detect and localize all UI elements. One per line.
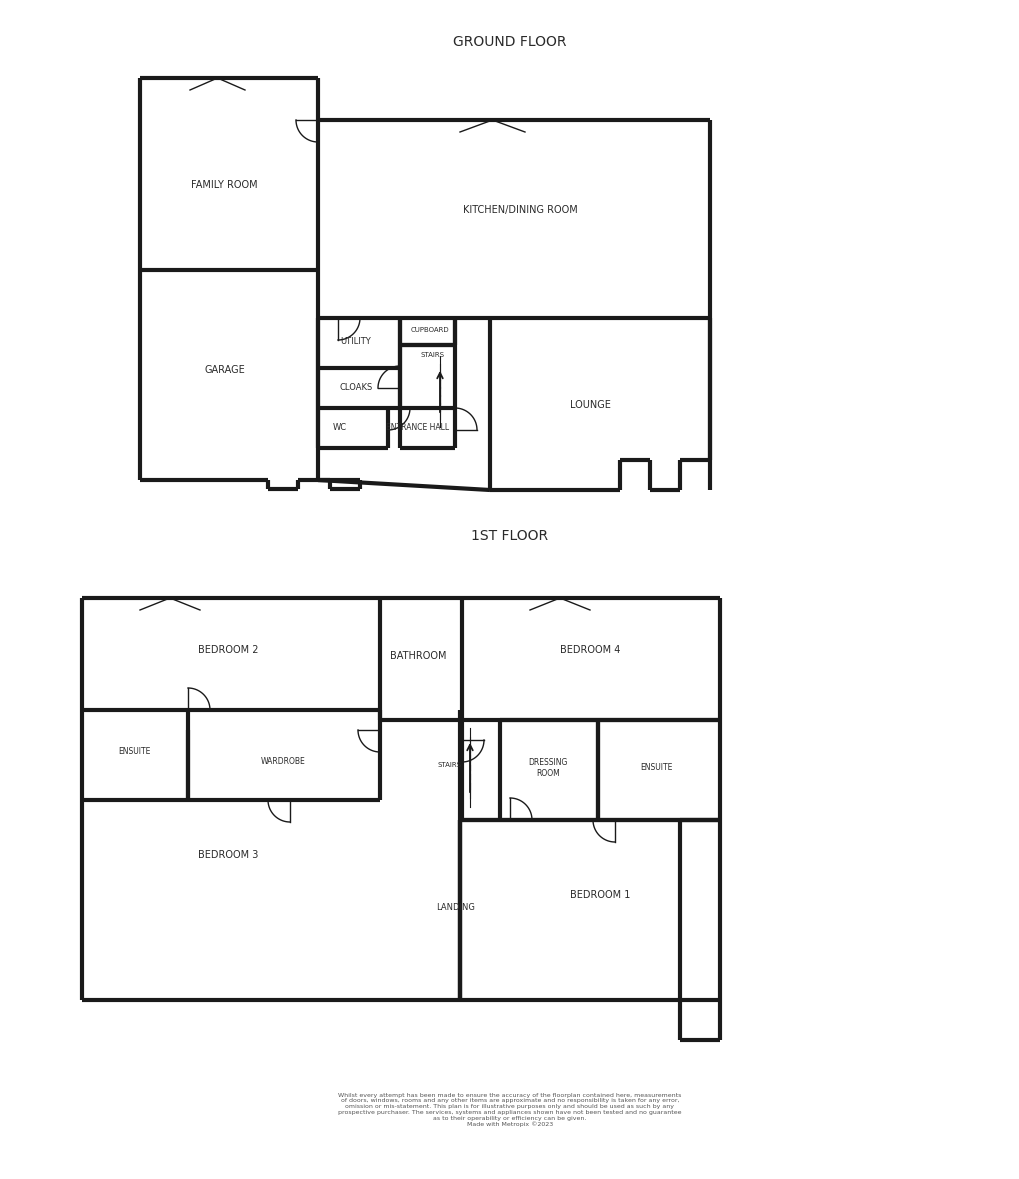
Text: Whilst every attempt has been made to ensure the accuracy of the floorplan conta: Whilst every attempt has been made to en… — [338, 1093, 681, 1127]
Text: KITCHEN/DINING ROOM: KITCHEN/DINING ROOM — [463, 205, 577, 215]
Text: GROUND FLOOR: GROUND FLOOR — [452, 35, 567, 50]
Text: 1ST FLOOR: 1ST FLOOR — [471, 529, 548, 544]
Text: FAMILY ROOM: FAMILY ROOM — [191, 180, 257, 190]
Text: ENSUITE: ENSUITE — [639, 764, 672, 772]
Text: BEDROOM 1: BEDROOM 1 — [570, 890, 630, 900]
Text: LOUNGE: LOUNGE — [569, 400, 609, 410]
Text: STAIRS: STAIRS — [437, 762, 462, 768]
Text: WARDROBE: WARDROBE — [261, 757, 305, 766]
Text: BATHROOM: BATHROOM — [389, 651, 446, 661]
Text: DRESSING
ROOM: DRESSING ROOM — [528, 758, 568, 778]
Text: LANDING: LANDING — [436, 903, 475, 913]
Text: BEDROOM 4: BEDROOM 4 — [559, 645, 620, 656]
Text: WC: WC — [332, 423, 346, 433]
Text: CLOAKS: CLOAKS — [339, 382, 372, 391]
Text: BEDROOM 2: BEDROOM 2 — [198, 645, 258, 656]
Text: BEDROOM 3: BEDROOM 3 — [198, 850, 258, 859]
Text: ENSUITE: ENSUITE — [118, 747, 150, 757]
Text: GARAGE: GARAGE — [205, 365, 246, 375]
Text: STAIRS: STAIRS — [421, 353, 444, 358]
Text: CUPBOARD: CUPBOARD — [411, 327, 449, 332]
Text: ENTRANCE HALL: ENTRANCE HALL — [386, 423, 449, 433]
Text: UTILITY: UTILITY — [340, 337, 371, 347]
